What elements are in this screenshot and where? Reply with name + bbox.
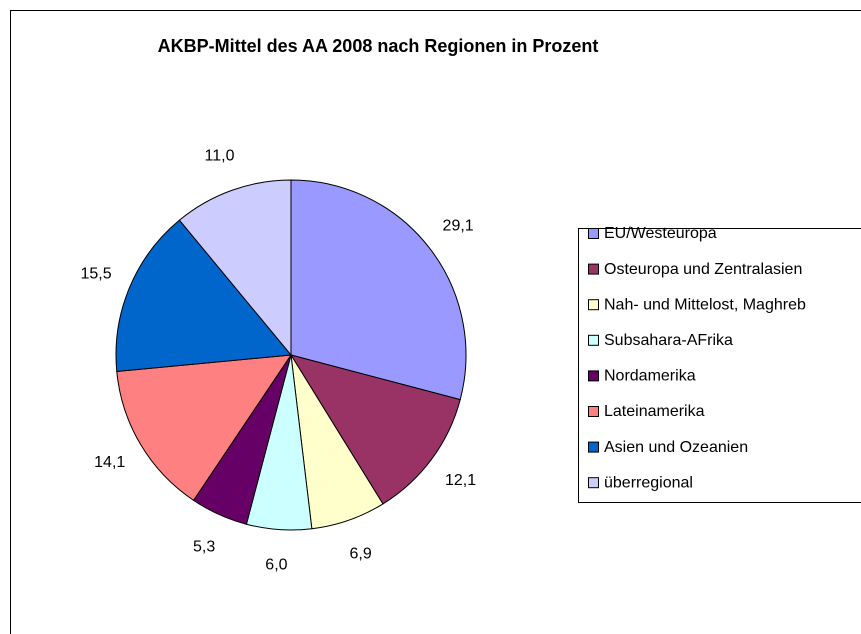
pie-slice <box>116 354 293 502</box>
data-label: 29,1 <box>443 217 474 234</box>
chart-title: AKBP-Mittel des AA 2008 nach Regionen in… <box>158 36 599 56</box>
legend-label: EU/Westeuropa <box>604 225 717 242</box>
legend-swatch <box>588 299 599 311</box>
data-label: 12,1 <box>445 472 476 489</box>
data-label: 5,3 <box>193 539 215 556</box>
data-label: 6,0 <box>265 557 287 574</box>
legend-swatch <box>588 441 599 453</box>
legend-label: Nordamerika <box>604 368 696 385</box>
legend-swatch <box>588 263 599 275</box>
legend-label: Osteuropa und Zentralasien <box>604 261 802 278</box>
legend <box>578 228 861 503</box>
data-label: 15,5 <box>80 265 111 282</box>
legend-label: Subsahara-AFrika <box>604 332 733 349</box>
chart-border <box>10 10 861 634</box>
legend-swatch <box>588 406 599 417</box>
legend-swatch <box>588 228 599 239</box>
pie-slice <box>115 219 292 373</box>
pie-slice <box>289 354 461 505</box>
legend-swatch <box>588 334 599 346</box>
legend-swatch <box>588 370 599 382</box>
data-label: 11,0 <box>205 148 235 165</box>
legend-label: überregional <box>604 474 693 491</box>
pie-slice <box>178 179 292 357</box>
pie-slice <box>290 179 467 401</box>
data-label: 14,1 <box>94 454 125 471</box>
legend-label: Lateinamerika <box>604 403 705 420</box>
legend-label: Asien und Ozeanien <box>604 439 748 456</box>
legend-swatch <box>588 477 599 489</box>
legend-label: Nah- und Mittelost, Maghreb <box>604 296 806 313</box>
data-label: 6,9 <box>349 545 371 562</box>
